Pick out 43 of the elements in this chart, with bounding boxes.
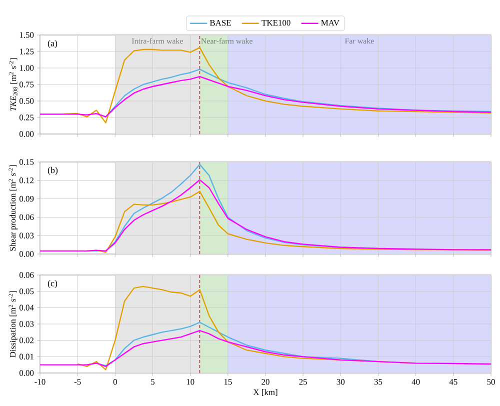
x-tick-label: 20 bbox=[262, 379, 270, 385]
annotation: (c) bbox=[48, 280, 58, 288]
y-tick-label: 0.06 bbox=[19, 272, 34, 278]
y-tick-label: 0.03 bbox=[19, 232, 34, 238]
legend-label: TKE100 bbox=[262, 20, 290, 26]
legend-label: MAV bbox=[321, 20, 340, 26]
y-tick-label: 1.25 bbox=[20, 48, 34, 54]
x-tick-label: -10 bbox=[34, 379, 46, 385]
x-tick-label: 25 bbox=[299, 379, 307, 385]
x-tick-label: 45 bbox=[449, 379, 458, 385]
y-tick-label: 0.00 bbox=[19, 251, 34, 257]
y-tick-label: 0.15 bbox=[19, 159, 34, 165]
y-tick-label: 1.00 bbox=[20, 65, 34, 71]
y-tick-label: 0.01 bbox=[19, 354, 34, 360]
legend-label: BASE bbox=[210, 20, 231, 26]
x-tick-label: 0 bbox=[113, 379, 117, 385]
y-tick-label: 0.03 bbox=[19, 321, 34, 327]
y-tick-label: 0.05 bbox=[19, 288, 34, 294]
y-tick-label: 0.02 bbox=[19, 337, 34, 344]
y-axis-title: Dissipation [m$^{2}$ s$^{-2}$] bbox=[8, 291, 18, 358]
annotation: (a) bbox=[48, 40, 58, 48]
y-axis-title: Shear production [m$^{2}$ s$^{-2}$] bbox=[8, 165, 18, 251]
x-tick-label: 30 bbox=[336, 379, 345, 385]
x-tick-label: 10 bbox=[186, 379, 194, 385]
y-tick-label: 0.12 bbox=[19, 178, 34, 184]
x-tick-label: 50 bbox=[487, 379, 495, 385]
y-tick-label: 0.00 bbox=[19, 131, 34, 137]
y-tick-label: 0.25 bbox=[19, 114, 34, 120]
annotation: (b) bbox=[48, 166, 58, 175]
x-tick-label: 5 bbox=[151, 379, 155, 385]
x-tick-label: 35 bbox=[374, 379, 382, 385]
x-tick-label: 40 bbox=[412, 379, 420, 385]
y-tick-label: 0.04 bbox=[19, 304, 34, 311]
x-axis-title: X [km] bbox=[253, 389, 278, 396]
x-tick-label: 15 bbox=[224, 379, 232, 385]
y-tick-label: 0.09 bbox=[19, 196, 34, 202]
x-tick-label: -5 bbox=[74, 379, 81, 385]
y-tick-label: 0.75 bbox=[19, 82, 34, 88]
y-tick-label: 0.06 bbox=[19, 214, 34, 220]
y-tick-label: 0.50 bbox=[19, 98, 34, 104]
y-axis-title: TKE$_{208}$ [m$^{2}$ s$^{-2}$] bbox=[9, 58, 18, 111]
y-tick-label: 0.00 bbox=[19, 370, 34, 376]
y-tick-label: 1.50 bbox=[20, 32, 34, 38]
